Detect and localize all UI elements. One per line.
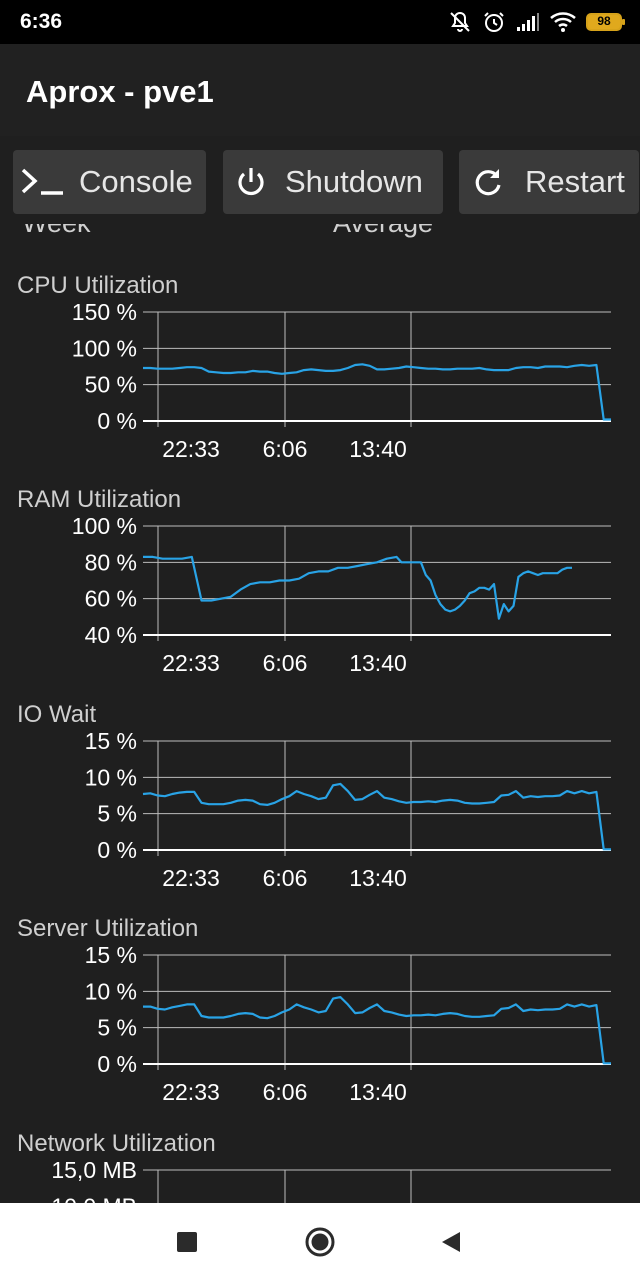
status-icons: 98 — [448, 9, 625, 35]
series-line — [143, 555, 572, 620]
app-bar: Aprox - pve1 — [0, 44, 640, 136]
y-tick-label: 15 % — [85, 942, 137, 968]
action-bar: Console Shutdown Restart — [0, 136, 640, 224]
status-time: 6:36 — [20, 10, 63, 33]
y-tick-label: 10 % — [85, 978, 137, 1004]
y-tick-label: 40 % — [85, 622, 137, 648]
restart-button[interactable]: Restart — [459, 150, 639, 214]
y-tick-label: 60 % — [85, 586, 137, 612]
x-tick-label: 22:33 — [162, 1079, 220, 1105]
y-tick-label: 10,0 MB — [51, 1193, 137, 1203]
cpu-chart-section: CPU Utilization 150 % 100 % 50 % 0 % 22:33 6:… — [0, 272, 640, 486]
x-tick-label: 13:40 — [349, 865, 407, 891]
square-icon — [177, 1232, 197, 1252]
ram-chart: 100 % 80 % 60 % 40 % 22:33 6:06 13:40 — [72, 513, 611, 676]
y-tick-label: 0 % — [97, 1051, 137, 1077]
power-icon — [235, 166, 267, 198]
back-triangle-icon — [442, 1232, 460, 1252]
series-line — [143, 995, 611, 1065]
app-title: Aprox - pve1 — [26, 74, 214, 109]
terminal-icon — [21, 166, 65, 198]
console-button[interactable]: Console — [13, 150, 206, 214]
x-tick-label: 13:40 — [349, 1079, 407, 1105]
x-tick-label: 22:33 — [162, 436, 220, 462]
y-tick-label: 10 % — [85, 764, 137, 790]
chart-title: Network Utilization — [17, 1130, 216, 1157]
battery-icon: 98 — [586, 13, 625, 31]
console-label: Console — [79, 164, 193, 199]
x-tick-label: 13:40 — [349, 436, 407, 462]
shutdown-button[interactable]: Shutdown — [223, 150, 443, 214]
series-line — [143, 363, 611, 421]
y-tick-label: 0 % — [97, 837, 137, 863]
signal-icon — [517, 13, 539, 31]
x-tick-label: 22:33 — [162, 865, 220, 891]
x-tick-label: 6:06 — [263, 865, 308, 891]
nav-bar — [0, 1203, 640, 1280]
shutdown-label: Shutdown — [285, 164, 423, 199]
network-chart: 15,0 MB 10,0 MB — [51, 1157, 611, 1203]
x-tick-label: 6:06 — [263, 650, 308, 676]
status-bar: 6:36 — [0, 0, 640, 44]
ram-chart-section: RAM Utilization 100 % 80 % 60 % 40 % 22:33 6:… — [0, 486, 640, 700]
refresh-icon — [473, 167, 503, 197]
server-chart: 15 % 10 % 5 % 0 % 22:33 6:06 13:40 — [85, 942, 611, 1105]
x-tick-label: 6:06 — [263, 436, 308, 462]
y-tick-label: 5 % — [97, 1015, 137, 1041]
server-chart-section: Server Utilization 15 % 10 % 5 % 0 % 22:33 6:… — [0, 915, 640, 1129]
wifi-icon — [550, 12, 576, 32]
y-tick-label: 80 % — [85, 549, 137, 575]
x-tick-label: 6:06 — [263, 1079, 308, 1105]
mute-icon — [450, 11, 470, 32]
alarm-icon — [484, 12, 504, 32]
x-tick-label: 13:40 — [349, 650, 407, 676]
back-button[interactable] — [436, 1227, 466, 1257]
y-tick-label: 5 % — [97, 801, 137, 827]
restart-label: Restart — [525, 164, 625, 199]
y-tick-label: 100 % — [72, 335, 137, 361]
y-tick-label: 0 % — [97, 408, 137, 434]
network-chart-section: Network Utilization 15,0 MB 10,0 MB — [0, 1130, 640, 1203]
cpu-chart: 150 % 100 % 50 % 0 % 22:33 6:06 13:40 — [72, 299, 611, 462]
x-tick-label: 22:33 — [162, 650, 220, 676]
y-tick-label: 15 % — [85, 728, 137, 754]
chart-title: RAM Utilization — [17, 486, 182, 513]
chart-title: Server Utilization — [17, 915, 199, 942]
y-tick-label: 100 % — [72, 513, 137, 539]
chart-title: IO Wait — [17, 701, 97, 728]
battery-level: 98 — [597, 14, 611, 28]
content[interactable]: Console Shutdown Restart — [0, 136, 640, 1203]
io-wait-chart: 15 % 10 % 5 % 0 % 22:33 6:06 13:40 — [85, 728, 611, 891]
io-wait-chart-section: IO Wait 15 % 10 % 5 % 0 % 22:33 6:06 13:40 — [0, 701, 640, 915]
home-button[interactable] — [305, 1227, 335, 1257]
recents-button[interactable] — [172, 1227, 202, 1257]
home-circle-icon — [305, 1227, 335, 1257]
chart-title: CPU Utilization — [17, 272, 179, 299]
y-tick-label: 50 % — [85, 372, 137, 398]
series-line — [142, 782, 611, 851]
y-tick-label: 15,0 MB — [51, 1157, 137, 1183]
y-tick-label: 150 % — [72, 299, 137, 325]
